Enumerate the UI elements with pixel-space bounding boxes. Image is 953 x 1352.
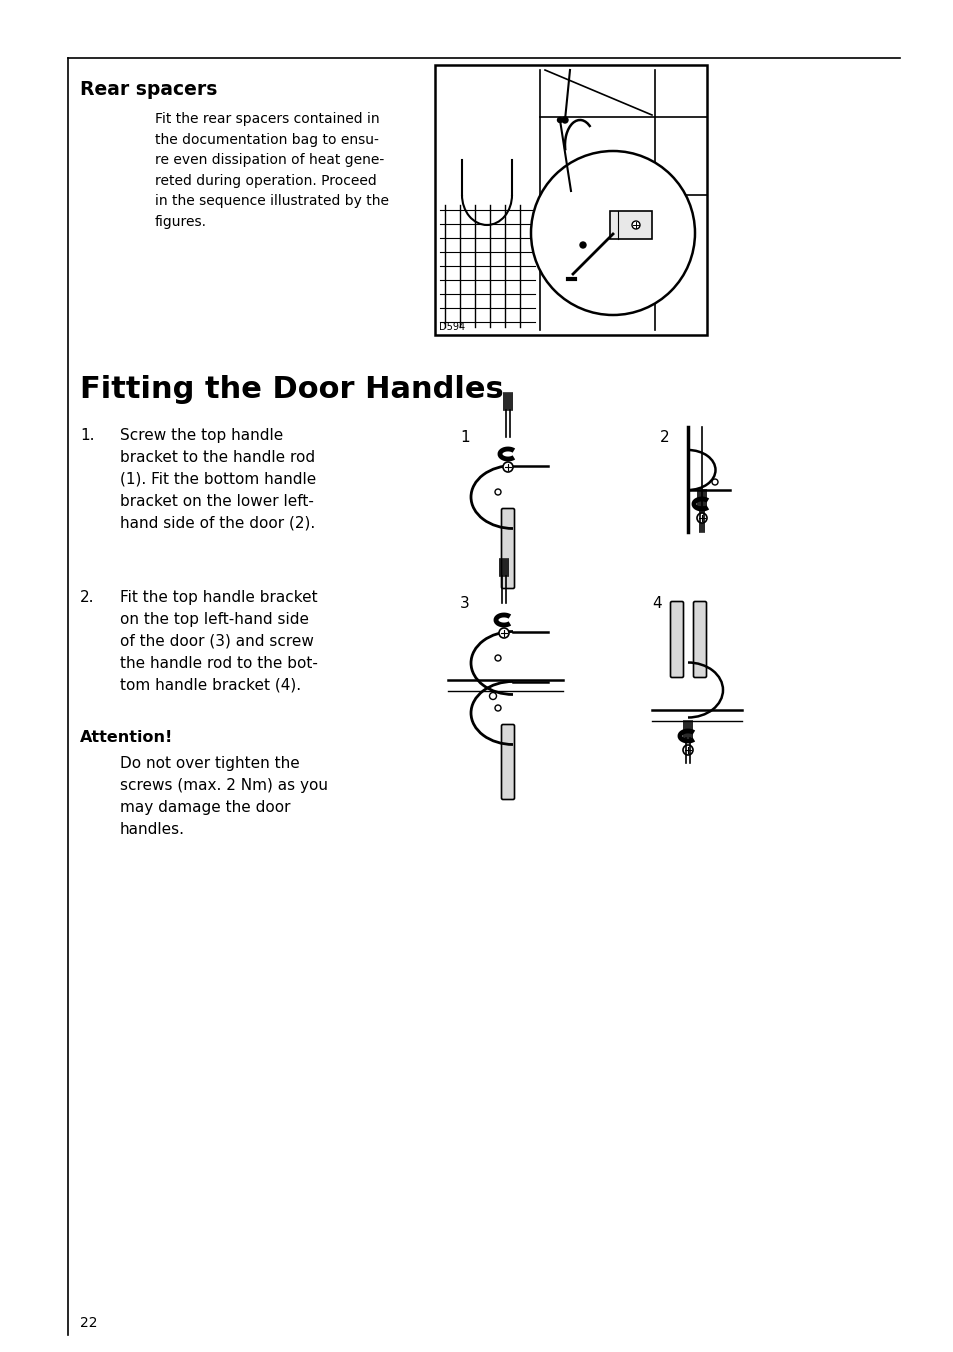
Text: Rear spacers: Rear spacers (80, 80, 217, 99)
Circle shape (531, 151, 695, 315)
Text: Fitting the Door Handles: Fitting the Door Handles (80, 375, 503, 404)
Text: Screw the top handle
bracket to the handle rod
(1). Fit the bottom handle
bracke: Screw the top handle bracket to the hand… (120, 429, 315, 531)
Circle shape (557, 118, 562, 123)
Text: Attention!: Attention! (80, 730, 173, 745)
Circle shape (495, 654, 500, 661)
Circle shape (711, 479, 718, 485)
FancyBboxPatch shape (670, 602, 682, 677)
Circle shape (495, 489, 500, 495)
Text: 4: 4 (651, 596, 661, 611)
Text: 22: 22 (80, 1315, 97, 1330)
Circle shape (561, 118, 567, 123)
Text: 3: 3 (459, 596, 469, 611)
Bar (609, 211, 651, 239)
FancyBboxPatch shape (693, 602, 706, 677)
Text: 1: 1 (459, 430, 469, 445)
Circle shape (495, 704, 500, 711)
Circle shape (502, 462, 513, 472)
Text: Do not over tighten the
screws (max. 2 Nm) as you
may damage the door
handles.: Do not over tighten the screws (max. 2 N… (120, 756, 328, 837)
FancyBboxPatch shape (501, 725, 514, 799)
Bar (435, 65, 706, 335)
Circle shape (682, 745, 692, 754)
Text: Fit the rear spacers contained in
the documentation bag to ensu-
re even dissipa: Fit the rear spacers contained in the do… (154, 112, 389, 228)
Circle shape (697, 512, 706, 523)
Text: 2: 2 (659, 430, 669, 445)
Circle shape (489, 692, 496, 699)
Circle shape (631, 220, 639, 228)
Text: Fit the top handle bracket
on the top left-hand side
of the door (3) and screw
t: Fit the top handle bracket on the top le… (120, 589, 317, 692)
Circle shape (498, 627, 509, 638)
Text: D594: D594 (438, 322, 465, 333)
FancyBboxPatch shape (501, 508, 514, 588)
Circle shape (579, 242, 585, 247)
Text: 1.: 1. (80, 429, 94, 443)
Text: 2.: 2. (80, 589, 94, 604)
